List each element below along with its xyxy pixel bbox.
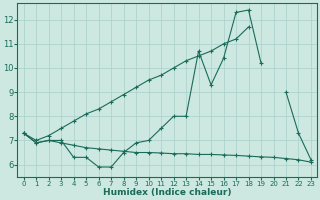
- X-axis label: Humidex (Indice chaleur): Humidex (Indice chaleur): [103, 188, 232, 197]
